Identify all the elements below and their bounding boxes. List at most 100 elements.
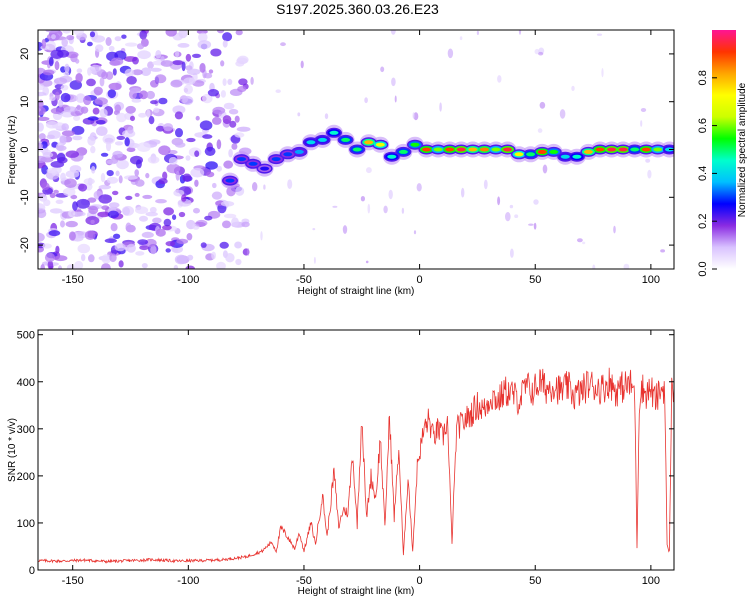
noise-blob — [155, 228, 166, 237]
noise-blob — [174, 111, 183, 120]
page-title: S197.2025.360.03.26.E23 — [276, 1, 439, 17]
noise-blob — [62, 187, 76, 197]
noise-blob — [87, 197, 97, 203]
noise-blob — [38, 142, 43, 150]
noise-blob — [125, 105, 136, 114]
noise-blob — [198, 32, 208, 42]
noise-blob — [154, 74, 167, 84]
noise-blob — [275, 89, 281, 93]
noise-blob — [212, 182, 217, 189]
noise-blob — [47, 260, 54, 269]
noise-blob — [49, 192, 56, 199]
noise-blob — [137, 50, 151, 60]
noise-blob — [640, 108, 647, 112]
x-tick-label: 0 — [417, 274, 423, 286]
noise-blob — [42, 243, 52, 249]
noise-blob — [149, 67, 162, 72]
noise-blob — [45, 121, 59, 129]
x-tick-label: -100 — [177, 575, 199, 587]
noise-blob — [181, 194, 187, 202]
noise-blob — [38, 116, 50, 121]
noise-blob — [222, 40, 228, 48]
noise-blob — [195, 219, 208, 227]
noise-blob — [38, 155, 47, 163]
noise-blob — [577, 238, 583, 243]
noise-blob — [127, 126, 134, 134]
ridge-peak — [572, 154, 582, 159]
ridge-peak — [271, 157, 281, 162]
noise-blob — [101, 205, 110, 210]
noise-blob — [412, 112, 415, 119]
noise-blob — [139, 30, 147, 40]
noise-blob — [125, 195, 133, 200]
snr-xlabel: Height of straight line (km) — [298, 586, 415, 597]
ridge-peak — [456, 147, 466, 152]
noise-blob — [223, 102, 235, 110]
noise-blob — [108, 82, 122, 91]
noise-blob — [90, 219, 95, 224]
noise-blob — [366, 167, 372, 174]
noise-blob — [61, 130, 75, 137]
x-tick-label: -50 — [296, 274, 312, 286]
noise-blob — [207, 89, 219, 97]
y-tick-label: 500 — [17, 330, 35, 342]
noise-blob — [200, 242, 207, 248]
noise-blob — [62, 30, 71, 34]
noise-blob — [61, 123, 69, 131]
ridge-peak — [364, 140, 374, 145]
noise-blob — [142, 194, 153, 199]
noise-blob — [95, 44, 104, 53]
noise-blob — [542, 164, 548, 174]
noise-blob — [118, 175, 123, 184]
y-tick-label: -20 — [19, 237, 31, 253]
snr-ylabel: SNR (10 * v/v) — [7, 418, 18, 482]
noise-blob — [211, 191, 223, 200]
noise-blob — [118, 260, 124, 268]
ridge-peak — [329, 130, 339, 135]
noise-blob — [177, 198, 192, 207]
noise-blob — [165, 248, 171, 253]
noise-blob — [65, 220, 78, 228]
noise-blob — [106, 170, 114, 177]
noise-blob — [640, 120, 643, 127]
noise-blob — [115, 170, 120, 177]
noise-blob — [101, 263, 111, 269]
noise-blob — [139, 90, 149, 100]
colorbar: 0.0 0.2 0.4 0.6 0.8 Normalized spectral ampl… — [697, 30, 748, 277]
noise-blob — [228, 108, 239, 115]
noise-blob — [155, 125, 165, 132]
noise-blob — [174, 254, 188, 265]
noise-blob — [186, 68, 201, 76]
noise-blob — [105, 141, 112, 152]
noise-blob — [50, 161, 65, 168]
noise-blob — [105, 37, 112, 46]
noise-blob — [120, 160, 127, 168]
noise-blob — [155, 50, 162, 59]
noise-blob — [48, 230, 61, 237]
noise-blob — [96, 126, 108, 136]
noise-blob — [66, 264, 75, 269]
noise-blob — [178, 211, 186, 218]
noise-blob — [141, 67, 151, 76]
noise-blob — [89, 31, 96, 38]
noise-blob — [559, 109, 566, 119]
noise-blob — [54, 77, 68, 85]
noise-blob — [197, 40, 212, 50]
noise-blob — [222, 220, 231, 229]
noise-blob — [68, 209, 76, 218]
noise-blob — [106, 159, 118, 165]
noise-blob — [38, 232, 45, 242]
noise-blob — [220, 201, 235, 207]
noise-blob — [645, 158, 651, 163]
noise-blob — [41, 182, 50, 191]
noise-blob — [147, 156, 160, 164]
noise-blob — [132, 69, 143, 76]
y-tick-label: 20 — [19, 48, 31, 60]
noise-blob — [365, 260, 369, 264]
noise-blob — [192, 53, 201, 59]
noise-blob — [187, 254, 194, 261]
noise-blob — [173, 189, 185, 197]
noise-blob — [204, 146, 216, 156]
